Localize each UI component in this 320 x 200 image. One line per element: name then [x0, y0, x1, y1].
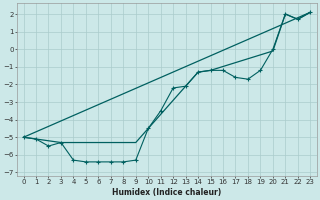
X-axis label: Humidex (Indice chaleur): Humidex (Indice chaleur)	[112, 188, 221, 197]
